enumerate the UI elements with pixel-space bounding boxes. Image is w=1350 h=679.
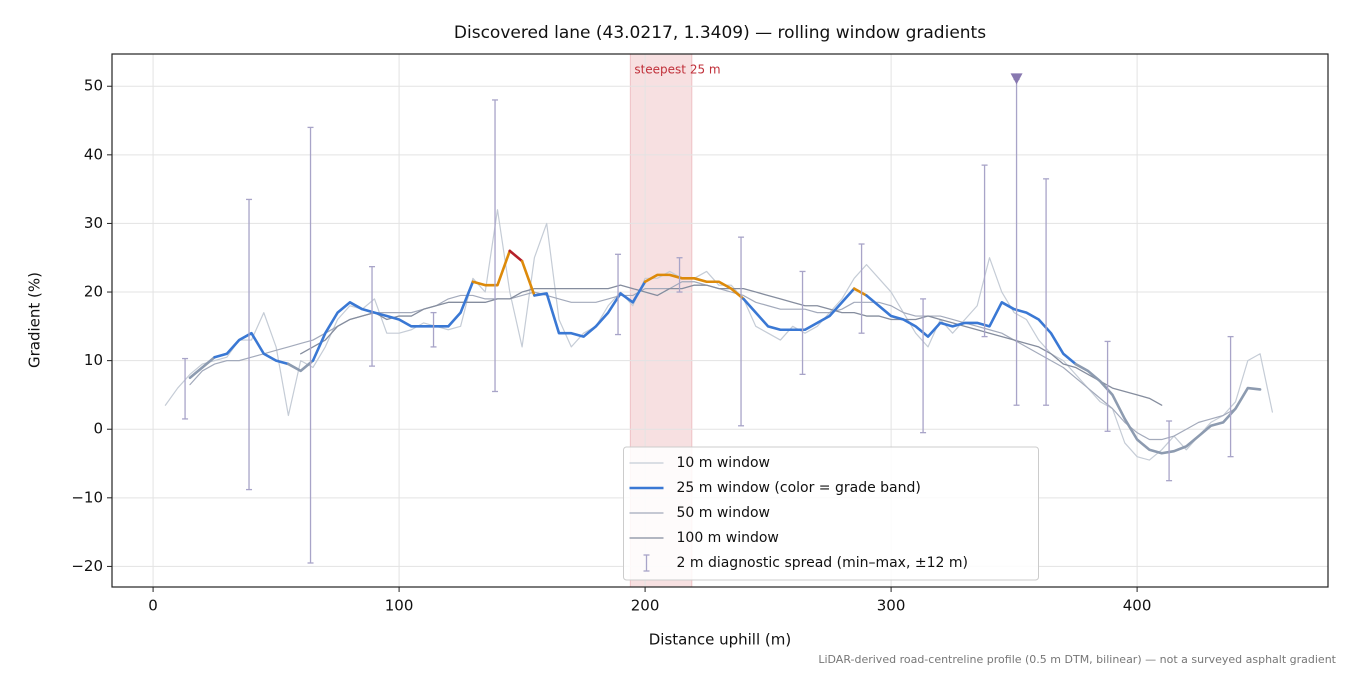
plot-area: steepest 25 m 0 100 200 300 400 −20 −10 0 10 20 30 4… (71, 53, 1329, 615)
y-tick-label: −10 (71, 488, 103, 506)
y-tick-label: 30 (84, 214, 103, 232)
line-segment (742, 287, 856, 332)
footnote: LiDAR-derived road-centreline profile (0… (818, 653, 1336, 666)
y-tick-label: 10 (84, 351, 103, 369)
line-segment (533, 280, 647, 338)
line-segment (508, 249, 524, 263)
x-axis-label: Distance uphill (m) (649, 631, 791, 649)
plot-frame (111, 53, 1329, 588)
legend-label: 25 m window (color = grade band) (677, 480, 921, 496)
y-tick-label: −20 (71, 557, 103, 575)
legend-label: 100 m window (677, 530, 779, 546)
line-segment (311, 280, 475, 362)
x-tick-label: 400 (1123, 597, 1152, 615)
legend-label: 50 m window (677, 505, 770, 521)
x-tick-label: 300 (877, 597, 906, 615)
y-tick-label: 20 (84, 283, 103, 301)
legend-label: 2 m diagnostic spread (min–max, ±12 m) (677, 555, 968, 571)
line-segment (471, 249, 512, 287)
line-segment (188, 355, 216, 380)
legend-box (623, 446, 1039, 581)
line-segment (852, 287, 868, 297)
x-tick-label: 0 (148, 597, 158, 615)
y-tick-label: 50 (84, 77, 103, 95)
highlight-label: steepest 25 m (634, 63, 720, 77)
line-segment (213, 331, 290, 366)
line-segment (643, 273, 745, 301)
legend-label: 10 m window (677, 455, 770, 471)
peak-marker (1010, 73, 1023, 85)
y-axis-label: Gradient (%) (26, 272, 44, 368)
line-segment (1074, 362, 1262, 455)
line-segment (865, 294, 1077, 366)
line-segment (287, 359, 315, 373)
x-tick-label: 100 (385, 597, 414, 615)
line-segment (520, 259, 536, 297)
x-tick-label: 200 (631, 597, 660, 615)
chart-title: Discovered lane (43.0217, 1.3409) — roll… (454, 23, 986, 43)
y-tick-label: 40 (84, 145, 103, 163)
y-tick-label: 0 (93, 420, 103, 438)
legend: 10 m window 25 m window (color = grade ba… (623, 446, 1039, 581)
